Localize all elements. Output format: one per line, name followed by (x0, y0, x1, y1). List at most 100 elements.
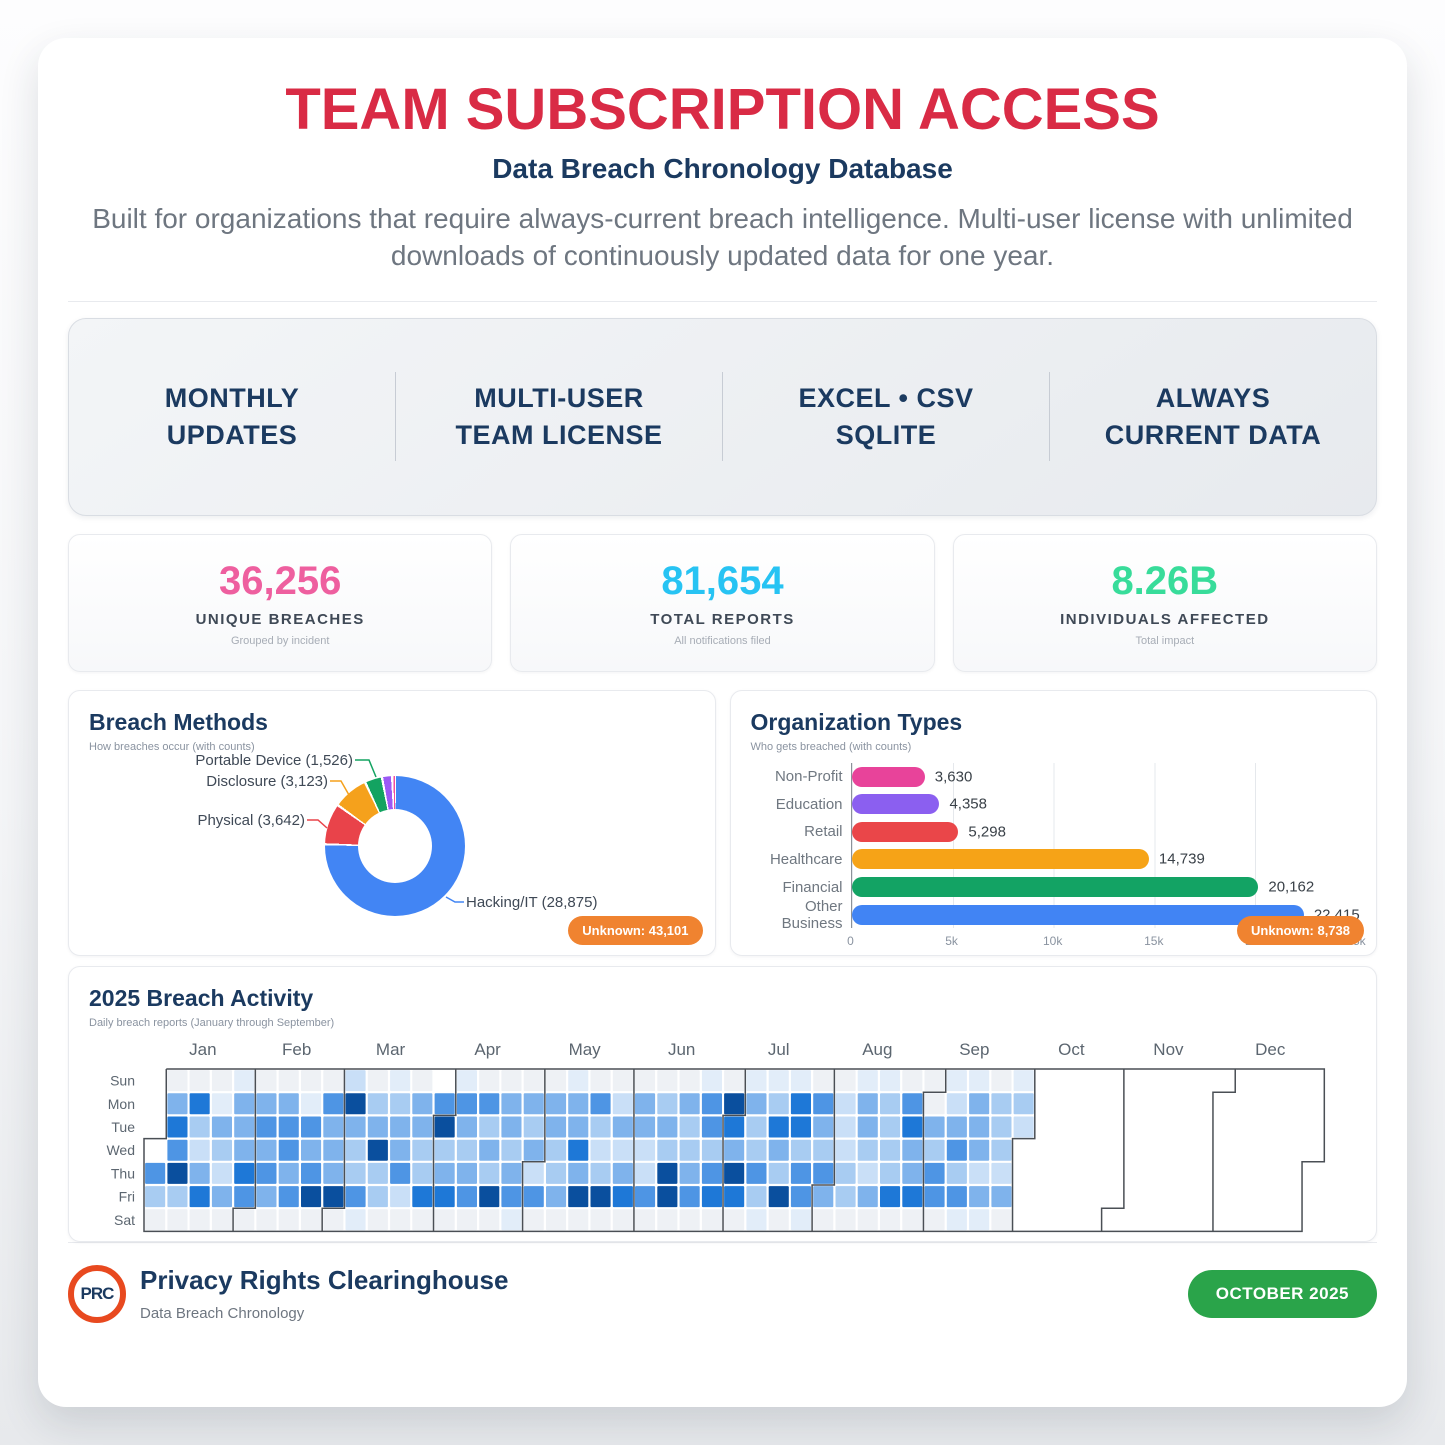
donut-label-portable-device: Portable Device (1,526) (195, 751, 353, 769)
heatmap-cell (635, 1116, 656, 1138)
heatmap-cell (211, 1093, 232, 1115)
page-subtitle: Data Breach Chronology Database (492, 153, 953, 184)
heatmap-cell (635, 1093, 656, 1115)
heatmap-cell (546, 1186, 567, 1208)
heatmap-cell (546, 1139, 567, 1161)
heatmap-cell (479, 1070, 500, 1092)
heatmap-cell (345, 1209, 366, 1231)
heatmap-cell (546, 1093, 567, 1115)
heatmap-cell (657, 1186, 678, 1208)
features-bar: MONTHLY UPDATES MULTI-USER TEAM LICENSE … (68, 317, 1377, 516)
heatmap-cell (813, 1209, 834, 1231)
heatmap-cell (590, 1070, 611, 1092)
heatmap-cell (390, 1139, 411, 1161)
heatmap-month-label: Jan (189, 1040, 216, 1059)
heatmap-cell (835, 1093, 856, 1115)
heatmap-cell (902, 1070, 923, 1092)
org-bar (851, 766, 925, 787)
heatmap-cell (924, 1116, 945, 1138)
heatmap-cell (479, 1116, 500, 1138)
org-bar-row: Education 4,358 (751, 790, 1356, 819)
heatmap-cell (991, 1070, 1012, 1092)
heatmap-cell (211, 1139, 232, 1161)
org-bar-track: 3,630 (850, 762, 1356, 791)
heatmap-cell (301, 1139, 322, 1161)
heatmap-cell (390, 1186, 411, 1208)
heatmap-cell (924, 1093, 945, 1115)
heatmap-cell (969, 1209, 990, 1231)
heatmap-cell (167, 1093, 188, 1115)
donut-chart: Portable Device (1,526) Disclosure (3,12… (69, 691, 715, 955)
heatmap-month-label: Apr (474, 1040, 501, 1059)
heatmap-cell (546, 1116, 567, 1138)
heatmap-cell (768, 1093, 789, 1115)
heatmap-cell (456, 1162, 477, 1184)
heatmap-cell (167, 1209, 188, 1231)
org-bar-row: Non-Profit 3,630 (751, 762, 1356, 791)
org-bar-track: 5,298 (850, 818, 1356, 846)
heatmap-cell (768, 1116, 789, 1138)
page-description: Built for organizations that require alw… (92, 203, 1353, 271)
stat-label: UNIQUE BREACHES (195, 610, 365, 628)
footer: PRC Privacy Rights Clearinghouse Data Br… (68, 1264, 1377, 1323)
heatmap-cell (211, 1186, 232, 1208)
heatmap-cell (612, 1209, 633, 1231)
org-bar (851, 821, 959, 842)
heatmap-cell (657, 1209, 678, 1231)
breach-activity-card: 2025 Breach Activity Daily breach report… (68, 965, 1377, 1242)
heatmap-cell (345, 1186, 366, 1208)
heatmap-cell (367, 1139, 388, 1161)
heatmap-cell (546, 1070, 567, 1092)
org-bar-track: 4,358 (850, 790, 1356, 819)
heatmap-cell (256, 1139, 277, 1161)
heatmap-cell (568, 1139, 589, 1161)
heatmap-day-label: Fri (119, 1189, 135, 1205)
org-axis-tick: 0 (847, 934, 854, 949)
heatmap-cell (434, 1139, 455, 1161)
heatmap-cell (635, 1070, 656, 1092)
heatmap-cell (657, 1162, 678, 1184)
heatmap-cell (946, 1186, 967, 1208)
heatmap-cell (390, 1209, 411, 1231)
heatmap-cell (234, 1209, 255, 1231)
heatmap-cell (946, 1116, 967, 1138)
heatmap-cell (278, 1093, 299, 1115)
heatmap-cell (479, 1186, 500, 1208)
heatmap-cell (301, 1209, 322, 1231)
heatmap-boundary (521, 1068, 546, 1232)
heatmap-cell (902, 1116, 923, 1138)
heatmap-cell (167, 1070, 188, 1092)
heatmap-boundary (1212, 1068, 1236, 1232)
stat-sublabel: Total impact (1135, 634, 1195, 647)
heatmap-cell (211, 1209, 232, 1231)
heatmap-cell (323, 1186, 344, 1208)
heatmap-cell (746, 1070, 767, 1092)
heatmap-month-label: May (569, 1040, 602, 1059)
stat-sublabel: Grouped by incident (230, 634, 330, 647)
heatmap-month-label: Aug (862, 1040, 892, 1059)
org-axis-tick: 5k (945, 934, 958, 949)
heatmap-cell (724, 1116, 745, 1138)
heatmap-cell (479, 1093, 500, 1115)
org-bar (851, 904, 1304, 925)
top-divider (68, 300, 1377, 302)
heatmap-cell (501, 1209, 522, 1231)
footer-text: Privacy Rights Clearinghouse Data Breach… (140, 1265, 508, 1322)
heatmap-cell (902, 1162, 923, 1184)
heatmap-cell (724, 1186, 745, 1208)
heatmap-cell (679, 1070, 700, 1092)
heatmap-cell (701, 1070, 722, 1092)
heatmap-cell (835, 1070, 856, 1092)
heatmap-cell (367, 1116, 388, 1138)
heatmap-cell (390, 1162, 411, 1184)
heatmap-cell (412, 1070, 433, 1092)
heatmap-cell (612, 1070, 633, 1092)
heatmap-cell (857, 1186, 878, 1208)
stat-value: 36,256 (218, 558, 342, 603)
heatmap-cell (412, 1186, 433, 1208)
heatmap-cell (790, 1209, 811, 1231)
heatmap-cell (501, 1162, 522, 1184)
heatmap-cell (902, 1139, 923, 1161)
org-bar-label: Other Business (781, 897, 843, 932)
heatmap-cell (857, 1209, 878, 1231)
